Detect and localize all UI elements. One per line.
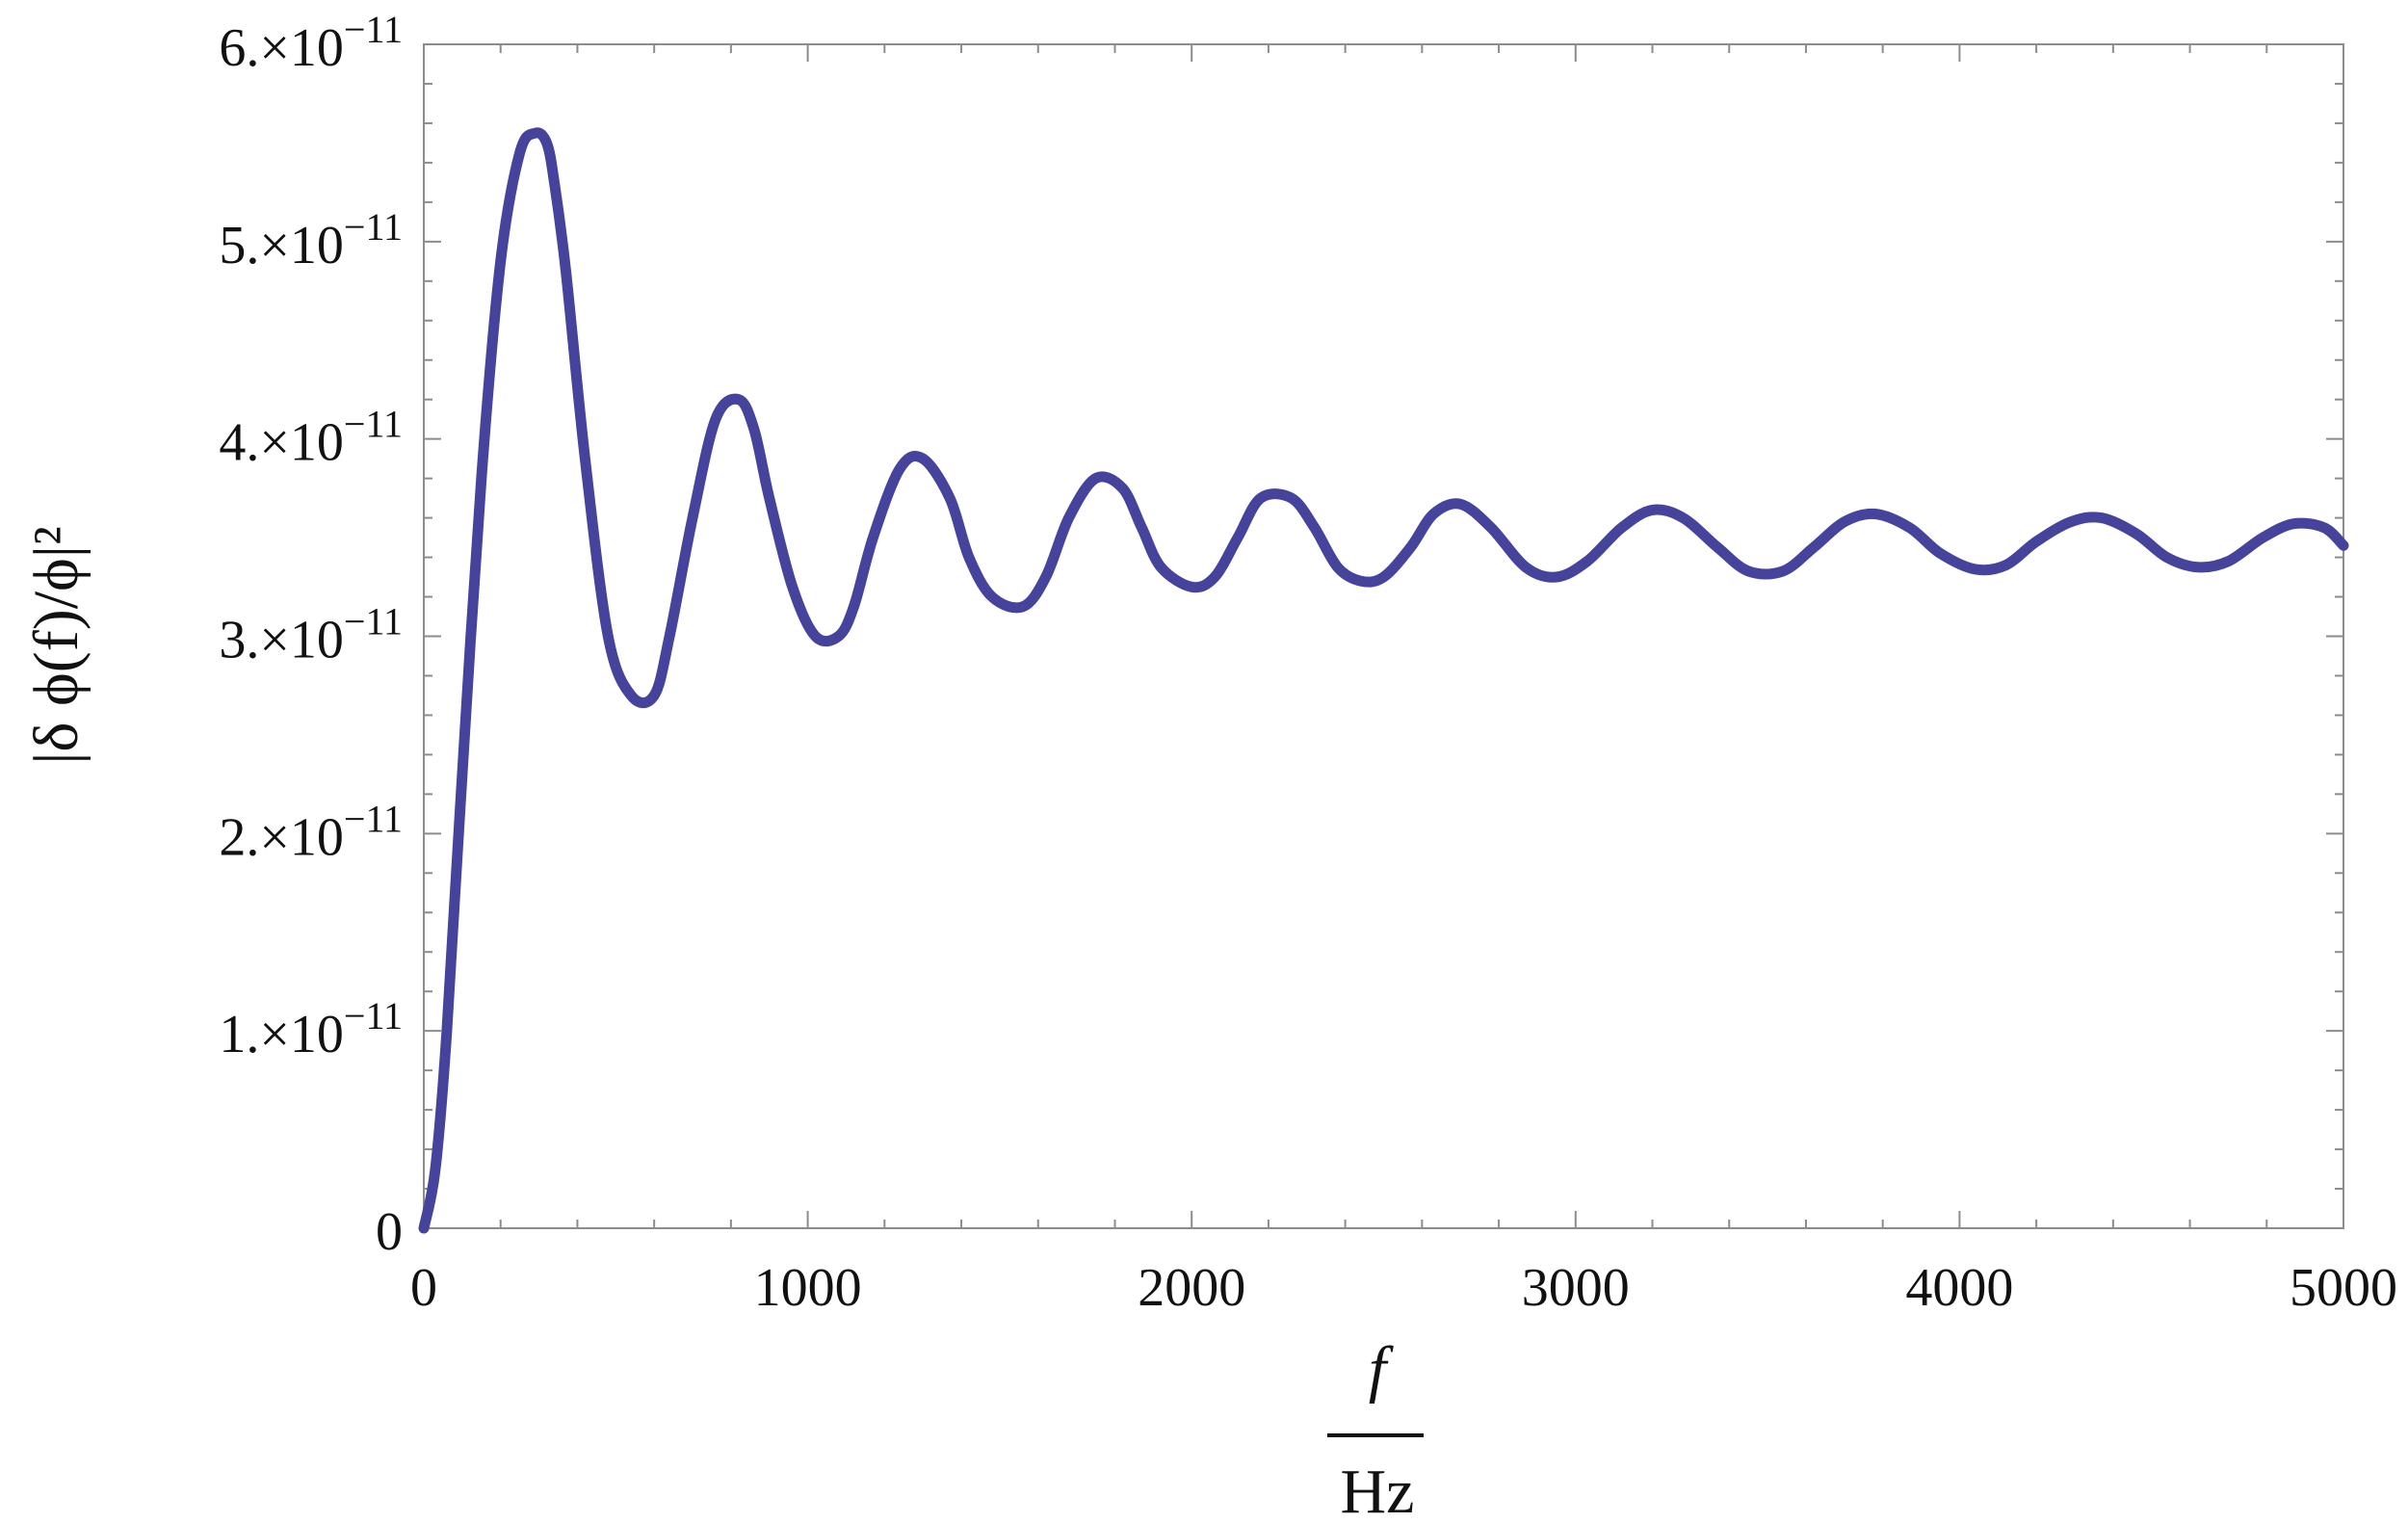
y-axis-tick-labels: 0 1.×10−11 2.×10−11 3.×10−11 4.×10−11 5.×10−1… bbox=[219, 8, 403, 1262]
y-tick-label: 3.×10−11 bbox=[219, 600, 403, 670]
x-tick-label: 2000 bbox=[1138, 1258, 1245, 1318]
plot-frame bbox=[423, 43, 2344, 1229]
series-group bbox=[418, 127, 2349, 1234]
y-tick-label: 0 bbox=[376, 1202, 403, 1262]
series-line-0 bbox=[418, 127, 2349, 1234]
x-tick-label: 1000 bbox=[754, 1258, 862, 1318]
x-axis-ticks bbox=[423, 44, 2344, 1228]
x-tick-label: 4000 bbox=[1905, 1258, 2013, 1318]
y-tick-label: 2.×10−11 bbox=[219, 797, 403, 867]
y-tick-label: 6.×10−11 bbox=[219, 8, 403, 78]
x-axis-label-denominator: Hz bbox=[1341, 1457, 1415, 1523]
y-tick-label: 1.×10−11 bbox=[219, 994, 403, 1064]
y-axis-label: |δ ϕ(f)/ϕ|² bbox=[21, 526, 92, 765]
x-tick-label: 0 bbox=[410, 1258, 437, 1318]
x-tick-label: 3000 bbox=[1522, 1258, 1630, 1318]
x-axis-label-numerator: f bbox=[1369, 1334, 1394, 1405]
y-tick-label: 4.×10−11 bbox=[219, 403, 403, 473]
x-tick-label: 5000 bbox=[2290, 1258, 2397, 1318]
y-axis-ticks bbox=[424, 43, 2343, 1229]
y-tick-label: 5.×10−11 bbox=[219, 205, 403, 276]
x-axis-tick-labels: 0 1000 2000 3000 4000 5000 bbox=[410, 1258, 2397, 1318]
